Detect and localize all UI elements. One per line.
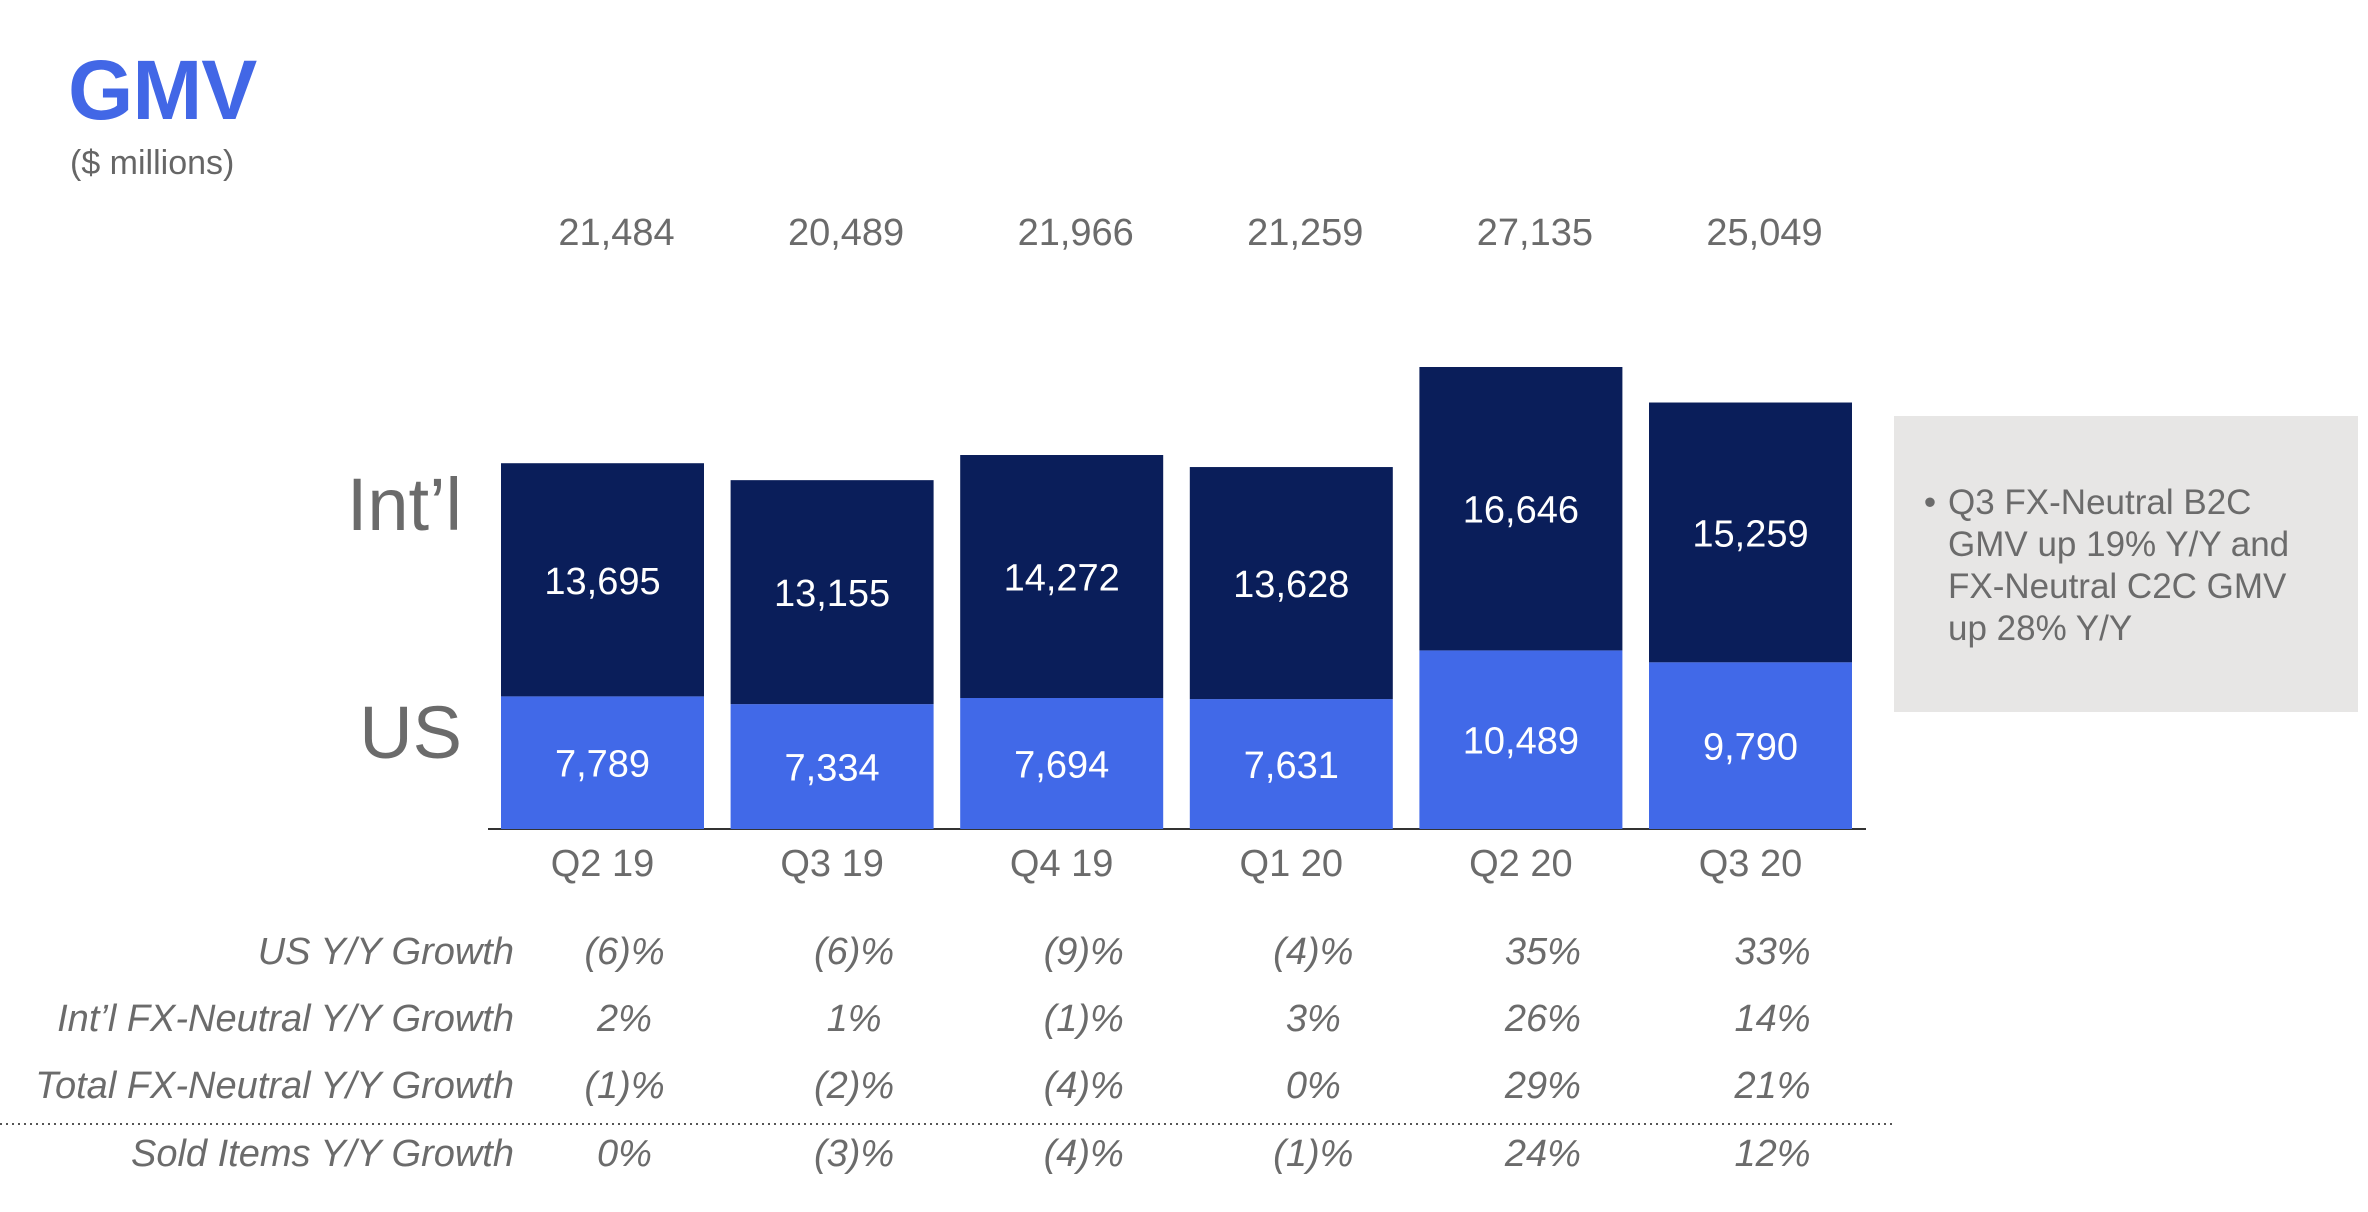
category-label: Q2 19: [551, 843, 655, 885]
chart-subtitle: ($ millions): [70, 144, 235, 182]
growth-value: (1)%: [1273, 1133, 1353, 1175]
growth-table: US Y/Y Growth (6)% (6)% (9)% (4)% 35% 33% Int’l…: [35, 931, 1810, 1175]
note-box: • Q3 FX-Neutral B2C GMV up 19% Y/Y and F…: [1894, 416, 2358, 712]
category-label: Q1 20: [1240, 843, 1344, 885]
growth-value: 1%: [827, 998, 882, 1040]
row-label: Sold Items Y/Y Growth: [131, 1133, 514, 1175]
growth-value: (2)%: [814, 1065, 894, 1107]
growth-value: 12%: [1734, 1133, 1810, 1175]
growth-value: 29%: [1504, 1065, 1581, 1107]
growth-value: (4)%: [1044, 1133, 1124, 1175]
data-label-us: 7,334: [785, 748, 880, 790]
total-label: 20,489: [788, 212, 904, 254]
chart-title: GMV: [68, 43, 257, 137]
growth-value: (1)%: [1044, 998, 1124, 1040]
data-label-us: 7,631: [1244, 745, 1339, 787]
total-label: 21,259: [1247, 212, 1363, 254]
note-item: • Q3 FX-Neutral B2C GMV up 19% Y/Y and F…: [1912, 482, 2332, 650]
legend-us: US: [359, 691, 462, 774]
bar-intl: [1189, 467, 1393, 700]
growth-value: 35%: [1505, 931, 1581, 973]
growth-value: 2%: [596, 998, 652, 1040]
growth-value: 0%: [1286, 1065, 1341, 1107]
growth-value: (4)%: [1044, 1065, 1124, 1107]
data-label-intl: 16,646: [1463, 490, 1579, 532]
bar-intl: [1649, 402, 1852, 663]
data-label-intl: 15,259: [1692, 513, 1808, 555]
row-label: Int’l FX-Neutral Y/Y Growth: [57, 998, 514, 1040]
data-label-intl: 13,695: [544, 561, 660, 603]
bars-group: 7,789 13,695 21,484 Q2 19 7,334 13,155 20,489 Q…: [501, 212, 1852, 885]
row-label: Total FX-Neutral Y/Y Growth: [35, 1065, 514, 1107]
total-label: 21,966: [1018, 212, 1134, 254]
data-label-intl: 13,155: [774, 573, 890, 615]
bar-intl: [960, 455, 1164, 699]
category-label: Q2 20: [1469, 843, 1573, 885]
data-label-us: 10,489: [1463, 721, 1579, 763]
growth-value: 3%: [1286, 998, 1341, 1040]
bar-us: [1649, 662, 1852, 829]
growth-value: (4)%: [1273, 931, 1353, 973]
bar-intl: [1419, 367, 1623, 651]
growth-value: (6)%: [814, 931, 894, 973]
growth-value: (3)%: [814, 1133, 894, 1175]
growth-value: 26%: [1504, 998, 1581, 1040]
growth-value: (6)%: [584, 931, 664, 973]
row-label: US Y/Y Growth: [258, 931, 514, 973]
bar-intl: [501, 463, 704, 697]
data-label-us: 7,694: [1014, 745, 1109, 787]
bar-us: [1419, 650, 1623, 829]
bullet-icon: •: [1923, 483, 1937, 522]
data-label-intl: 14,272: [1004, 558, 1120, 600]
bar-us: [730, 704, 934, 829]
total-label: 21,484: [558, 212, 674, 254]
growth-value: (1)%: [584, 1065, 664, 1107]
growth-value: 33%: [1734, 931, 1810, 973]
category-label: Q4 19: [1010, 843, 1114, 885]
growth-value: 0%: [597, 1133, 652, 1175]
growth-value: 21%: [1733, 1065, 1810, 1107]
data-label-us: 7,789: [555, 744, 650, 786]
bar-us: [501, 696, 704, 829]
note-text: Q3 FX-Neutral B2C GMV up 19% Y/Y and FX-…: [1948, 483, 2290, 648]
bar-us: [960, 698, 1164, 829]
bar-intl: [730, 480, 934, 705]
total-label: 27,135: [1477, 212, 1593, 254]
data-label-us: 9,790: [1703, 727, 1798, 769]
bar-us: [1189, 699, 1393, 829]
data-label-intl: 13,628: [1233, 564, 1349, 606]
growth-value: (9)%: [1044, 931, 1124, 973]
legend-intl: Int’l: [347, 463, 462, 546]
total-label: 25,049: [1706, 212, 1822, 254]
growth-value: 14%: [1734, 998, 1810, 1040]
growth-value: 24%: [1504, 1133, 1581, 1175]
category-label: Q3 19: [780, 843, 884, 885]
category-label: Q3 20: [1699, 843, 1803, 885]
